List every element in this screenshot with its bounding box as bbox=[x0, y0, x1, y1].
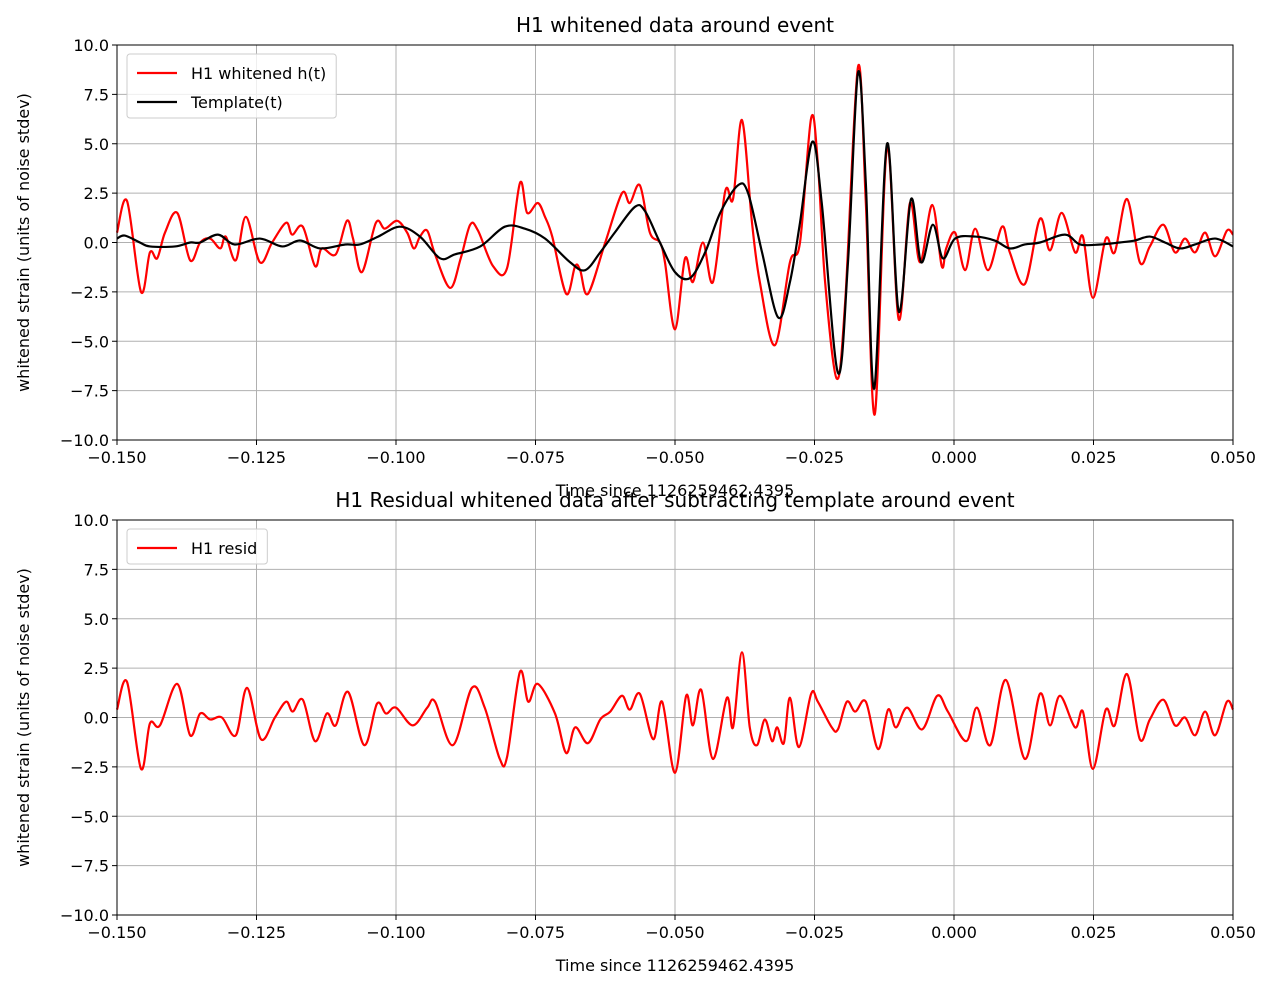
x-axis-label: Time since 1126259462.4395 bbox=[555, 481, 795, 500]
y-tick-label: −5.0 bbox=[70, 332, 109, 351]
y-axis-label: whitened strain (units of noise stdev) bbox=[14, 93, 33, 392]
x-tick-label: 0.000 bbox=[931, 923, 977, 942]
x-tick-label: −0.125 bbox=[227, 923, 286, 942]
legend: H1 whitened h(t) Template(t) bbox=[126, 53, 337, 119]
y-tick-label: −2.5 bbox=[70, 283, 109, 302]
legend: H1 resid bbox=[126, 528, 268, 565]
x-tick-label: −0.050 bbox=[645, 923, 704, 942]
x-tick-label: −0.125 bbox=[227, 448, 286, 467]
x-tick-label: −0.050 bbox=[645, 448, 704, 467]
x-tick-label: −0.100 bbox=[366, 923, 425, 942]
data-line bbox=[115, 63, 1234, 416]
y-tick-label: −10.0 bbox=[60, 906, 109, 925]
y-tick-label: 5.0 bbox=[84, 610, 109, 629]
y-tick-label: 5.0 bbox=[84, 135, 109, 154]
data-line bbox=[115, 651, 1234, 774]
legend-label: H1 resid bbox=[191, 539, 257, 558]
legend-label: Template(t) bbox=[190, 93, 283, 112]
y-tick-label: −5.0 bbox=[70, 807, 109, 826]
chart-title: H1 whitened data around event bbox=[516, 13, 834, 37]
y-tick-label: 0.0 bbox=[84, 234, 109, 253]
x-axis-label: Time since 1126259462.4395 bbox=[555, 956, 795, 975]
x-tick-label: −0.100 bbox=[366, 448, 425, 467]
y-axis-label: whitened strain (units of noise stdev) bbox=[14, 568, 33, 867]
x-tick-label: 0.000 bbox=[931, 448, 977, 467]
x-tick-label: 0.025 bbox=[1071, 923, 1117, 942]
x-tick-label: 0.050 bbox=[1210, 923, 1256, 942]
y-tick-label: 2.5 bbox=[84, 184, 109, 203]
y-tick-label: 10.0 bbox=[73, 511, 109, 530]
legend-label: H1 whitened h(t) bbox=[191, 64, 326, 83]
plot-frame bbox=[116, 44, 1234, 441]
y-tick-label: 7.5 bbox=[84, 85, 109, 104]
y-tick-label: 2.5 bbox=[84, 659, 109, 678]
x-tick-label: −0.025 bbox=[785, 448, 844, 467]
x-tick-label: 0.050 bbox=[1210, 448, 1256, 467]
x-tick-label: 0.025 bbox=[1071, 448, 1117, 467]
chart-title: H1 Residual whitened data after subtract… bbox=[335, 488, 1014, 512]
x-tick-label: −0.025 bbox=[785, 923, 844, 942]
plot-frame bbox=[116, 519, 1234, 916]
x-tick-label: −0.150 bbox=[87, 923, 146, 942]
y-tick-label: 10.0 bbox=[73, 36, 109, 55]
legend-box bbox=[126, 528, 268, 565]
y-tick-label: −2.5 bbox=[70, 758, 109, 777]
y-tick-label: 7.5 bbox=[84, 560, 109, 579]
data-line bbox=[116, 69, 1234, 390]
x-tick-label: −0.150 bbox=[87, 448, 146, 467]
y-tick-label: −7.5 bbox=[70, 857, 109, 876]
legend-box bbox=[126, 53, 337, 119]
x-tick-label: −0.075 bbox=[506, 923, 565, 942]
y-tick-label: −10.0 bbox=[60, 431, 109, 450]
x-tick-label: −0.075 bbox=[506, 448, 565, 467]
y-tick-label: −7.5 bbox=[70, 382, 109, 401]
y-tick-label: 0.0 bbox=[84, 709, 109, 728]
